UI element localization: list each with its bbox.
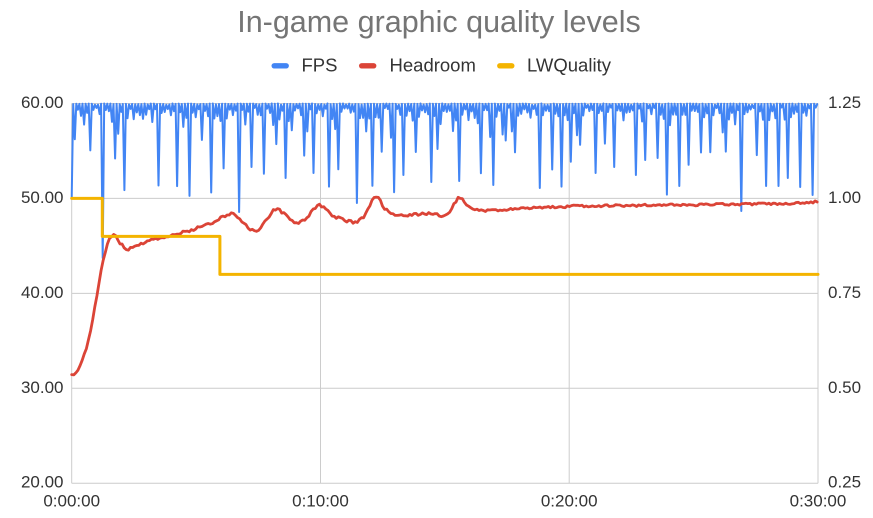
svg-text:0.25: 0.25 [828, 473, 861, 492]
svg-text:LWQuality: LWQuality [527, 55, 612, 76]
svg-text:30.00: 30.00 [21, 378, 64, 397]
svg-text:Headroom: Headroom [390, 55, 476, 76]
svg-text:40.00: 40.00 [21, 283, 64, 302]
svg-text:0:10:00: 0:10:00 [292, 492, 349, 511]
svg-text:1.25: 1.25 [828, 93, 861, 112]
svg-text:0.75: 0.75 [828, 283, 861, 302]
svg-text:60.00: 60.00 [21, 93, 64, 112]
svg-text:FPS: FPS [302, 55, 338, 76]
svg-text:0:00:00: 0:00:00 [43, 492, 100, 511]
svg-text:0:20:00: 0:20:00 [541, 492, 598, 511]
svg-text:20.00: 20.00 [21, 473, 64, 492]
svg-text:1.00: 1.00 [828, 188, 861, 207]
svg-text:0.50: 0.50 [828, 378, 861, 397]
svg-text:50.00: 50.00 [21, 188, 64, 207]
svg-text:0:30:00: 0:30:00 [790, 492, 847, 511]
svg-text:In-game graphic quality levels: In-game graphic quality levels [237, 5, 641, 39]
